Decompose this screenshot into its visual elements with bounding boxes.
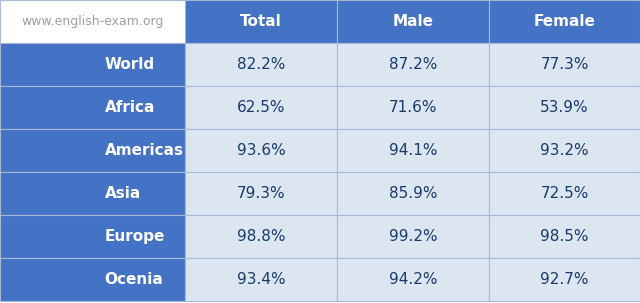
Bar xyxy=(185,215,337,258)
Text: 98.8%: 98.8% xyxy=(237,229,285,244)
Bar xyxy=(489,0,640,43)
Text: 62.5%: 62.5% xyxy=(237,100,285,115)
Bar xyxy=(0,215,185,258)
Bar xyxy=(337,0,489,43)
Text: Asia: Asia xyxy=(104,186,141,201)
Bar xyxy=(337,129,489,172)
Text: 93.4%: 93.4% xyxy=(237,272,285,287)
Bar xyxy=(185,0,337,43)
Bar xyxy=(337,86,489,129)
Text: Africa: Africa xyxy=(104,100,155,115)
Text: 79.3%: 79.3% xyxy=(237,186,285,201)
Bar xyxy=(0,172,185,215)
Bar xyxy=(337,215,489,258)
Bar xyxy=(489,43,640,86)
Bar xyxy=(489,86,640,129)
Text: 53.9%: 53.9% xyxy=(540,100,589,115)
Bar xyxy=(337,43,489,86)
Bar xyxy=(0,43,185,86)
Text: 94.2%: 94.2% xyxy=(388,272,437,287)
Text: World: World xyxy=(104,57,155,72)
Text: www.english-exam.org: www.english-exam.org xyxy=(21,15,164,28)
Bar xyxy=(489,129,640,172)
Bar xyxy=(337,258,489,301)
Text: 93.2%: 93.2% xyxy=(540,143,589,158)
Text: 93.6%: 93.6% xyxy=(237,143,285,158)
Text: 71.6%: 71.6% xyxy=(388,100,437,115)
Text: 72.5%: 72.5% xyxy=(540,186,589,201)
Bar xyxy=(185,43,337,86)
Bar xyxy=(185,86,337,129)
Text: Europe: Europe xyxy=(104,229,165,244)
Bar xyxy=(185,258,337,301)
Text: Male: Male xyxy=(392,14,433,29)
Text: 98.5%: 98.5% xyxy=(540,229,589,244)
Bar xyxy=(0,86,185,129)
Text: Ocenia: Ocenia xyxy=(104,272,163,287)
Bar xyxy=(0,129,185,172)
Bar xyxy=(185,172,337,215)
Text: 99.2%: 99.2% xyxy=(388,229,437,244)
Bar xyxy=(489,258,640,301)
Text: 94.1%: 94.1% xyxy=(388,143,437,158)
Bar xyxy=(337,172,489,215)
Text: 77.3%: 77.3% xyxy=(540,57,589,72)
Text: 82.2%: 82.2% xyxy=(237,57,285,72)
Text: Americas: Americas xyxy=(104,143,184,158)
Bar xyxy=(489,215,640,258)
Text: 85.9%: 85.9% xyxy=(388,186,437,201)
Bar xyxy=(185,129,337,172)
Text: Female: Female xyxy=(534,14,595,29)
Text: Total: Total xyxy=(240,14,282,29)
Bar xyxy=(0,0,185,43)
Text: 92.7%: 92.7% xyxy=(540,272,589,287)
Text: 87.2%: 87.2% xyxy=(389,57,437,72)
Bar xyxy=(0,258,185,301)
Bar xyxy=(489,172,640,215)
